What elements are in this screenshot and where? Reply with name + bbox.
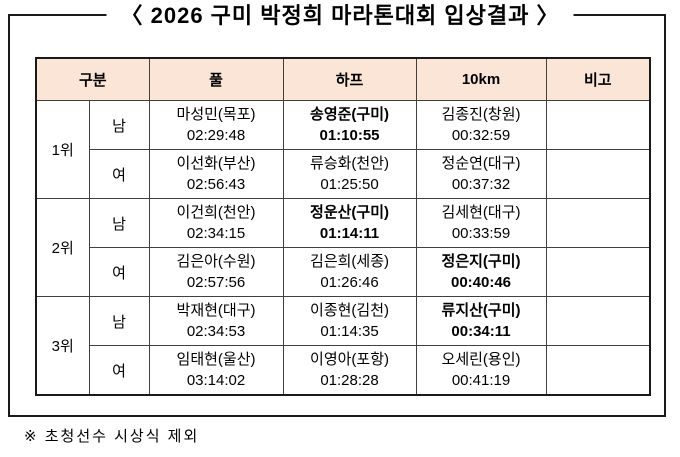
table-row: 여 임태현(울산) 03:14:02 이영아(포항) 01:28:28 오세린(… xyxy=(36,345,651,396)
note-cell xyxy=(545,198,651,248)
athlete-name: 정은지(구미) xyxy=(441,253,521,270)
athlete-name: 김종진(창원) xyxy=(441,106,521,123)
record-time: 00:34:11 xyxy=(451,323,511,340)
full-result-cell: 마성민(목포) 02:29:48 xyxy=(148,100,284,150)
gender-cell: 남 xyxy=(88,100,150,150)
athlete-name: 이건희(천안) xyxy=(176,204,256,221)
header-10km: 10km xyxy=(415,57,547,101)
record-time: 01:28:28 xyxy=(320,372,379,389)
athlete-name: 이선화(부산) xyxy=(176,155,256,172)
half-result-cell: 이영아(포항) 01:28:28 xyxy=(282,345,417,396)
record-time: 01:14:35 xyxy=(320,323,379,340)
athlete-name: 정순연(대구) xyxy=(441,155,521,172)
record-time: 00:33:59 xyxy=(451,225,511,242)
table-row: 여 이선화(부산) 02:56:43 류승화(천안) 01:25:50 정순연(… xyxy=(36,149,651,199)
header-note: 비고 xyxy=(545,57,651,101)
athlete-name: 이영아(포항) xyxy=(310,351,390,368)
full-result-cell: 이건희(천안) 02:34:15 xyxy=(148,198,284,248)
header-row: 구분 풀 하프 10km 비고 xyxy=(35,57,651,101)
half-result-cell: 류승화(천안) 01:25:50 xyxy=(282,149,417,199)
athlete-name: 임태현(울산) xyxy=(176,351,256,368)
half-result-cell: 이종현(김천) 01:14:35 xyxy=(282,296,417,346)
gender-cell: 남 xyxy=(88,296,150,346)
half-result-cell: 정운산(구미) 01:14:11 xyxy=(282,198,417,248)
note-cell xyxy=(545,100,651,150)
record-time: 01:10:55 xyxy=(319,127,380,144)
full-result-cell: 박재현(대구) 02:34:53 xyxy=(148,296,284,346)
record-time: 01:26:46 xyxy=(320,274,379,291)
rank-cell: 1위 xyxy=(35,100,90,199)
gender-cell: 남 xyxy=(88,198,150,248)
gender-cell: 여 xyxy=(88,247,150,297)
record-time: 02:34:15 xyxy=(186,225,246,242)
10km-result-cell: 김종진(창원) 00:32:59 xyxy=(415,100,547,150)
athlete-name: 박재현(대구) xyxy=(176,302,256,319)
header-category: 구분 xyxy=(35,57,150,101)
half-result-cell: 김은희(세종) 01:26:46 xyxy=(282,247,417,297)
full-result-cell: 임태현(울산) 03:14:02 xyxy=(148,345,284,396)
athlete-name: 오세린(용인) xyxy=(441,351,521,368)
record-time: 01:25:50 xyxy=(320,176,379,193)
10km-result-cell: 김세현(대구) 00:33:59 xyxy=(415,198,547,248)
10km-result-cell: 정순연(대구) 00:37:32 xyxy=(415,149,547,199)
note-cell xyxy=(545,149,651,199)
athlete-name: 정운산(구미) xyxy=(310,204,390,221)
full-result-cell: 김은아(수원) 02:57:56 xyxy=(148,247,284,297)
record-time: 00:40:46 xyxy=(450,274,512,291)
athlete-name: 류승화(천안) xyxy=(310,155,390,172)
record-time: 02:29:48 xyxy=(186,127,246,144)
record-time: 02:56:43 xyxy=(186,176,246,193)
table-row: 3위 남 박재현(대구) 02:34:53 이종현(김천) 01:14:35 류… xyxy=(35,296,651,396)
athlete-name: 류지산(구미) xyxy=(441,302,521,319)
record-time: 02:34:53 xyxy=(186,323,246,340)
athlete-name: 송영준(구미) xyxy=(310,106,390,123)
header-full: 풀 xyxy=(148,57,284,101)
record-time: 00:37:32 xyxy=(451,176,511,193)
page-title: 〈 2026 구미 박정희 마라톤대회 입상결과 〉 xyxy=(106,2,574,30)
half-result-cell: 송영준(구미) 01:10:55 xyxy=(282,100,417,150)
note-cell xyxy=(545,247,651,297)
record-time: 03:14:02 xyxy=(186,372,246,389)
athlete-name: 김은아(수원) xyxy=(176,253,256,270)
record-time: 00:32:59 xyxy=(451,127,511,144)
10km-result-cell: 오세린(용인) 00:41:19 xyxy=(415,345,547,396)
table-row: 1위 남 마성민(목포) 02:29:48 송영준(구미) 01:10:55 김… xyxy=(35,100,651,199)
athlete-name: 김은희(세종) xyxy=(310,253,390,270)
footnote: ※ 초청선수 시상식 제외 xyxy=(24,428,200,445)
record-time: 01:14:11 xyxy=(319,225,380,242)
table-row: 여 김은아(수원) 02:57:56 김은희(세종) 01:26:46 정은지(… xyxy=(36,247,651,297)
10km-result-cell: 류지산(구미) 00:34:11 xyxy=(415,296,547,346)
gender-cell: 여 xyxy=(88,345,150,396)
athlete-name: 김세현(대구) xyxy=(441,204,521,221)
full-result-cell: 이선화(부산) 02:56:43 xyxy=(148,149,284,199)
10km-result-cell: 정은지(구미) 00:40:46 xyxy=(415,247,547,297)
rank-cell: 3위 xyxy=(35,296,90,396)
note-cell xyxy=(545,296,651,346)
results-table: 구분 풀 하프 10km 비고 1위 남 마성민(목포) 02:29:48 송영… xyxy=(35,57,652,396)
record-time: 00:41:19 xyxy=(451,372,511,389)
rank-cell: 2위 xyxy=(35,198,90,297)
note-cell xyxy=(545,345,651,396)
gender-cell: 여 xyxy=(88,149,150,199)
athlete-name: 이종현(김천) xyxy=(310,302,390,319)
header-half: 하프 xyxy=(282,57,417,101)
table-row: 2위 남 이건희(천안) 02:34:15 정운산(구미) 01:14:11 김… xyxy=(35,198,651,297)
record-time: 02:57:56 xyxy=(186,274,246,291)
athlete-name: 마성민(목포) xyxy=(176,106,256,123)
